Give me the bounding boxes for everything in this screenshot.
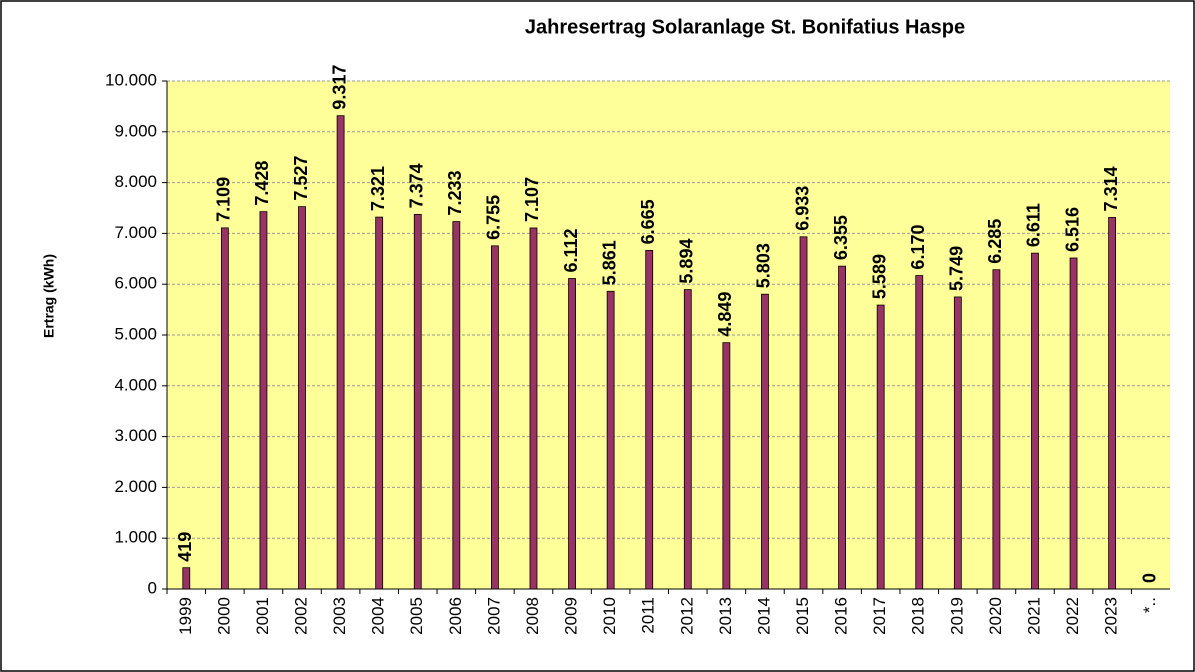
bar (838, 265, 846, 590)
y-tick-label: 2.000 (114, 477, 157, 496)
value-label: 6.665 (638, 199, 658, 244)
y-tick-label: 6.000 (114, 274, 157, 293)
x-tick-label: 2013 (716, 597, 735, 635)
bar (568, 278, 576, 590)
y-tick-label: 7.000 (114, 223, 157, 242)
bar (220, 227, 229, 590)
bar (375, 216, 384, 590)
x-tick-label: 2001 (253, 597, 272, 635)
y-tick-label: 4.000 (114, 375, 157, 394)
x-tick-label: 2021 (1024, 597, 1043, 635)
x-tick-label: 2007 (484, 597, 503, 635)
x-tick-label: 2020 (986, 597, 1005, 635)
bar (452, 221, 461, 590)
value-label: 6.516 (1062, 207, 1082, 252)
value-label: 7.321 (368, 166, 388, 211)
value-label: 7.374 (407, 163, 427, 208)
x-tick-label: 2002 (292, 597, 311, 635)
bar (529, 227, 538, 590)
bar (606, 290, 615, 590)
bar (992, 269, 1001, 590)
y-tick-label: 0 (148, 578, 157, 597)
chart-title: Jahresertrag Solaranlage St. Bonifatius … (525, 16, 965, 38)
value-label: 7.314 (1101, 166, 1121, 211)
value-label: 5.861 (599, 240, 619, 285)
x-tick-label: 2023 (1102, 597, 1121, 635)
x-tick-label: 2015 (793, 597, 812, 635)
value-label: 7.527 (291, 156, 311, 201)
value-label: 419 (175, 532, 195, 562)
y-tick-label: 9.000 (114, 121, 157, 140)
x-tick-label: 2011 (639, 597, 658, 634)
value-label: 5.749 (947, 246, 967, 291)
bar (1031, 252, 1039, 590)
x-tick-label: 2012 (677, 597, 696, 635)
bar (336, 115, 345, 590)
y-tick-label: 10.000 (105, 70, 157, 89)
value-label: 7.109 (214, 177, 234, 222)
x-tick-label: 2016 (832, 597, 851, 635)
bar (1108, 217, 1117, 590)
y-tick-label: 5.000 (114, 324, 157, 343)
bar (915, 275, 924, 590)
y-tick-label: 8.000 (114, 172, 157, 191)
bar (683, 289, 692, 590)
bar (799, 236, 808, 590)
y-tick-label: 3.000 (114, 426, 157, 445)
value-label: 7.428 (252, 161, 272, 206)
x-tick-label: 2004 (369, 597, 388, 635)
y-tick-label: 1.000 (114, 528, 157, 547)
x-tick-label: 2008 (523, 597, 542, 635)
value-label: 5.589 (869, 254, 889, 299)
value-label: 6.755 (484, 195, 504, 240)
bar (259, 211, 268, 590)
bar (876, 304, 885, 590)
x-tick-label: 2019 (947, 597, 966, 635)
bar (298, 206, 306, 590)
value-label: 0 (1139, 573, 1159, 583)
x-tick-label: 2000 (214, 597, 233, 635)
bar (645, 250, 654, 590)
bar (722, 342, 731, 590)
bar (1069, 257, 1078, 590)
x-tick-label: 2003 (330, 597, 349, 635)
bar (491, 245, 499, 590)
x-tick-label: 2006 (446, 597, 465, 635)
value-label: 6.611 (1024, 203, 1044, 247)
value-label: 6.285 (985, 219, 1005, 264)
x-tick-label: 2010 (600, 597, 619, 635)
bar (953, 296, 962, 590)
value-label: 6.112 (561, 228, 581, 272)
value-label: 6.355 (831, 215, 851, 260)
value-label: 5.894 (677, 239, 697, 284)
value-label: 6.933 (792, 186, 812, 231)
x-tick-label: 2009 (562, 597, 581, 635)
y-axis-label: Ertrag (kWh) (41, 254, 57, 338)
value-label: 7.107 (522, 177, 542, 222)
x-tick-label: 2014 (754, 597, 773, 635)
bar (761, 293, 769, 590)
x-tick-label: 2005 (407, 597, 426, 635)
x-tick-label: 2018 (909, 597, 928, 635)
x-tick-label: 2022 (1063, 597, 1082, 635)
value-label: 9.317 (329, 65, 349, 110)
value-label: 5.803 (754, 243, 774, 288)
x-tick-label: *.. (1140, 597, 1159, 613)
x-tick-label: 2017 (870, 597, 889, 635)
value-label: 6.170 (908, 225, 928, 270)
x-tick-label: 1999 (176, 597, 195, 635)
bar (182, 567, 191, 590)
bar (413, 214, 422, 590)
value-label: 4.849 (715, 292, 735, 337)
value-label: 7.233 (445, 171, 465, 216)
